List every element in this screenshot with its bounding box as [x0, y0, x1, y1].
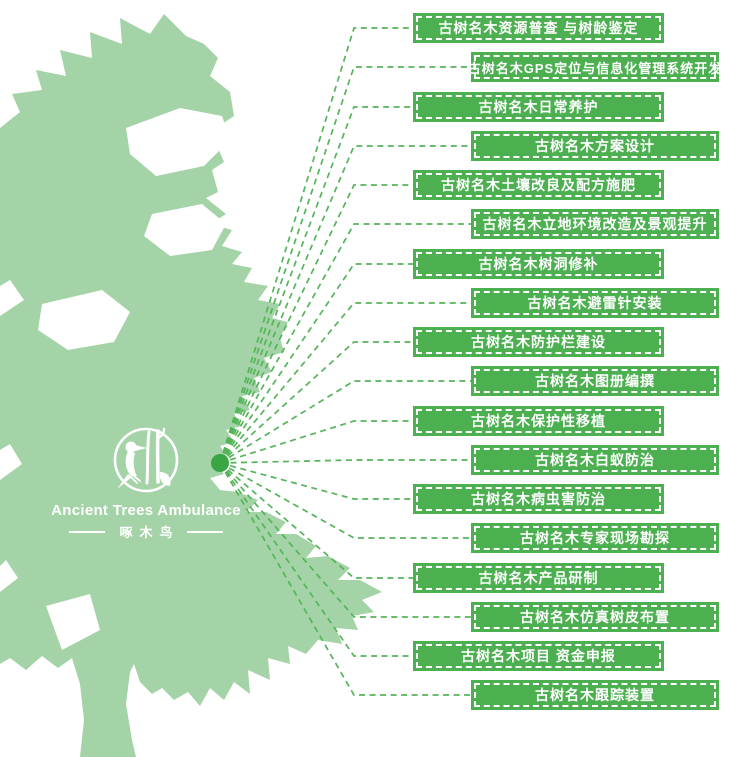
- woodpecker-emblem-icon: [113, 427, 179, 493]
- connector-line: [219, 223, 471, 464]
- logo-subtitle-text: 啄木鸟: [119, 525, 180, 540]
- connector-line: [219, 380, 471, 464]
- service-label: 古树名木病虫害防治: [413, 484, 664, 514]
- service-label-text: 古树名木跟踪装置: [535, 687, 655, 703]
- service-label: 古树名木产品研制: [413, 563, 664, 593]
- connector-line: [219, 145, 471, 464]
- service-label-text: 古树名木产品研制: [478, 570, 599, 586]
- service-label: 古树名木白蚁防治: [471, 445, 719, 475]
- service-label-text: 古树名木方案设计: [535, 138, 655, 154]
- service-label: 古树名木土壤改良及配方施肥: [413, 170, 664, 200]
- canopy-gap-shape: [144, 204, 226, 256]
- connector-line: [219, 462, 471, 618]
- service-label-text: 古树名木专家现场勘探: [520, 530, 670, 546]
- connector-line: [219, 462, 471, 696]
- service-label: 古树名木GPS定位与信息化管理系统开发: [467, 52, 723, 82]
- connector-line: [219, 341, 413, 464]
- connector-line: [219, 462, 471, 539]
- connector-line: [219, 459, 471, 464]
- service-label: 古树名木方案设计: [471, 131, 719, 161]
- service-label-text: 古树名木土壤改良及配方施肥: [441, 177, 636, 193]
- service-label-text: 古树名木防护栏建设: [471, 334, 606, 350]
- service-label: 古树名木保护性移植: [413, 406, 664, 436]
- service-label-text: 古树名木资源普查 与树龄鉴定: [438, 20, 639, 36]
- canopy-gap-shape: [38, 290, 130, 350]
- connector-line: [219, 66, 471, 464]
- service-label-text: 古树名木保护性移植: [471, 413, 606, 429]
- service-label-text: 古树名木图册编撰: [535, 373, 655, 389]
- service-label-text: 古树名木GPS定位与信息化管理系统开发: [467, 60, 723, 76]
- service-label-text: 古树名木树洞修补: [478, 256, 599, 272]
- connector-line: [219, 462, 413, 579]
- canopy-gap-shape: [46, 594, 100, 650]
- service-label: 古树名木立地环境改造及景观提升: [471, 209, 719, 239]
- service-label-text: 古树名木日常养护: [478, 99, 599, 115]
- logo-title: Ancient Trees Ambulance: [51, 502, 241, 519]
- service-label: 古树名木防护栏建设: [413, 327, 664, 357]
- subtitle-dash-left: [69, 530, 106, 533]
- service-label: 古树名木资源普查 与树龄鉴定: [413, 13, 664, 43]
- service-label-text: 古树名木避雷针安装: [527, 295, 663, 311]
- logo: Ancient Trees Ambulance 啄木鸟: [26, 420, 266, 541]
- connector-line: [219, 420, 413, 464]
- service-label-text: 古树名木项目 资金申报: [461, 648, 616, 664]
- service-label: 古树名木跟踪装置: [471, 680, 719, 710]
- service-label: 古树名木项目 资金申报: [413, 641, 664, 671]
- service-label: 古树名木仿真树皮布置: [471, 602, 719, 632]
- service-label-text: 古树名木病虫害防治: [471, 491, 606, 507]
- service-label: 古树名木专家现场勘探: [471, 523, 719, 553]
- service-label: 古树名木避雷针安装: [471, 288, 719, 318]
- connector-line: [219, 462, 413, 657]
- service-label: 古树名木图册编撰: [471, 366, 719, 396]
- hub-dot: [211, 454, 229, 472]
- connector-line: [219, 184, 413, 464]
- logo-subtitle: 啄木鸟: [26, 522, 266, 541]
- connector-line: [219, 27, 413, 464]
- service-label-text: 古树名木立地环境改造及景观提升: [482, 216, 708, 232]
- connector-line: [219, 462, 413, 500]
- connector-line: [219, 106, 413, 464]
- service-label-text: 古树名木白蚁防治: [535, 452, 655, 468]
- tree-canopy-shape: [0, 14, 382, 757]
- subtitle-dash-right: [186, 530, 223, 533]
- connector-line: [219, 302, 471, 464]
- canopy-gap-shape: [126, 108, 230, 176]
- service-label: 古树名木树洞修补: [413, 249, 664, 279]
- service-label: 古树名木日常养护: [413, 92, 664, 122]
- service-label-text: 古树名木仿真树皮布置: [520, 609, 670, 625]
